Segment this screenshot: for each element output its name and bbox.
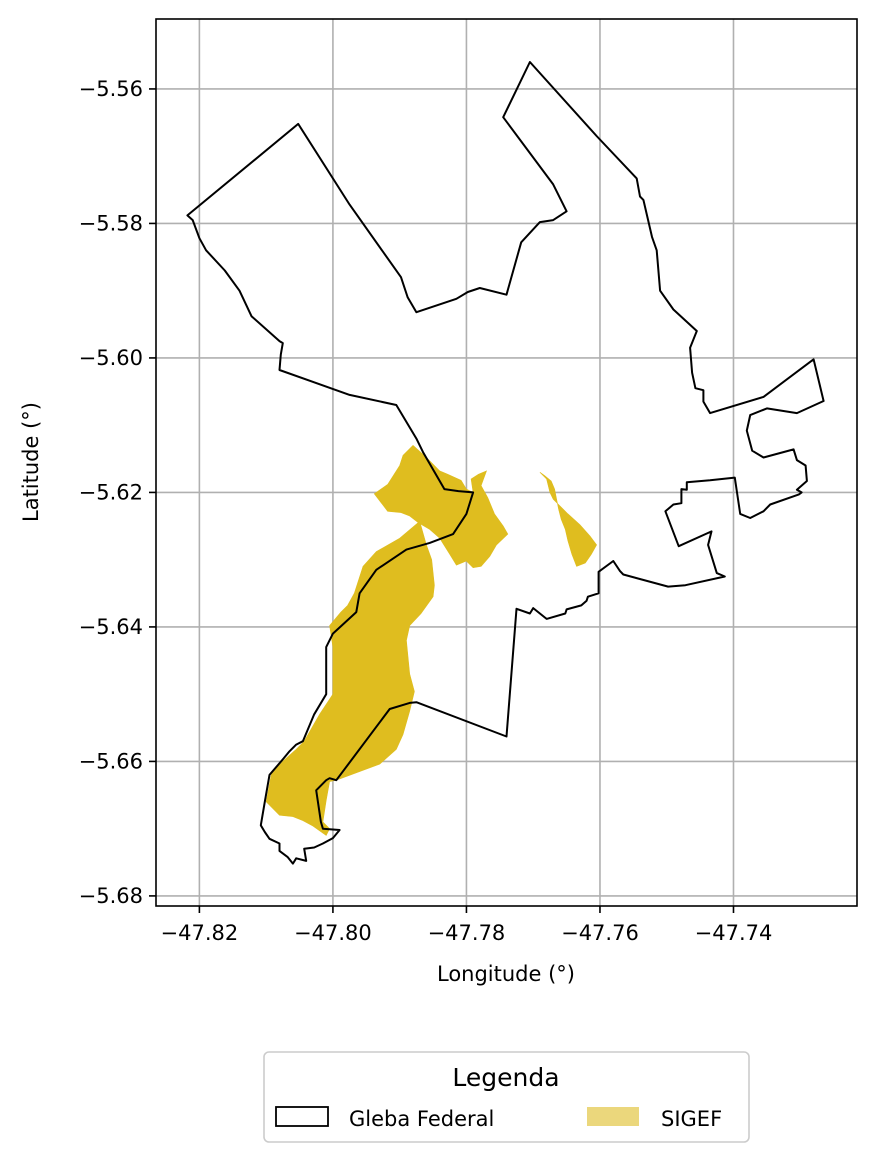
sigef-parcel bbox=[539, 472, 597, 567]
map-layers bbox=[186, 61, 825, 865]
sigef-parcel bbox=[265, 520, 435, 836]
gleba-federal-layer bbox=[186, 61, 825, 865]
x-tick-label: −47.74 bbox=[695, 921, 773, 945]
x-tick-label: −47.76 bbox=[561, 921, 639, 945]
y-tick-label: −5.60 bbox=[79, 346, 143, 370]
plot-frame bbox=[155, 18, 858, 907]
x-axis-label: Longitude (°) bbox=[437, 962, 575, 986]
legend-swatch-gleba-federal bbox=[275, 1106, 329, 1127]
legend-swatch-sigef bbox=[587, 1107, 639, 1126]
y-tick-label: −5.62 bbox=[79, 480, 143, 504]
y-axis-label: Latitude (°) bbox=[19, 402, 43, 522]
x-tick-label: −47.80 bbox=[294, 921, 372, 945]
grid bbox=[156, 19, 857, 906]
y-tick-label: −5.66 bbox=[79, 749, 143, 773]
x-tick-label: −47.78 bbox=[428, 921, 506, 945]
y-tick-label: −5.56 bbox=[79, 77, 143, 101]
legend-label-sigef: SIGEF bbox=[661, 1107, 722, 1131]
gleba-federal-boundary bbox=[186, 61, 825, 865]
y-tick-label: −5.58 bbox=[79, 211, 143, 235]
y-tick-label: −5.68 bbox=[79, 884, 143, 908]
x-tick-label: −47.82 bbox=[161, 921, 239, 945]
legend-title: Legenda bbox=[452, 1063, 559, 1092]
sigef-layer bbox=[265, 444, 597, 836]
axis-ticks: −47.82 −47.80 −47.78 −47.76 −47.74 −5.56 −5.58… bbox=[79, 77, 773, 945]
legend-label-gleba-federal: Gleba Federal bbox=[349, 1107, 494, 1131]
sigef-parcel bbox=[373, 444, 509, 569]
y-tick-label: −5.64 bbox=[79, 615, 143, 639]
legend: Legenda Gleba Federal SIGEF bbox=[263, 1051, 750, 1143]
